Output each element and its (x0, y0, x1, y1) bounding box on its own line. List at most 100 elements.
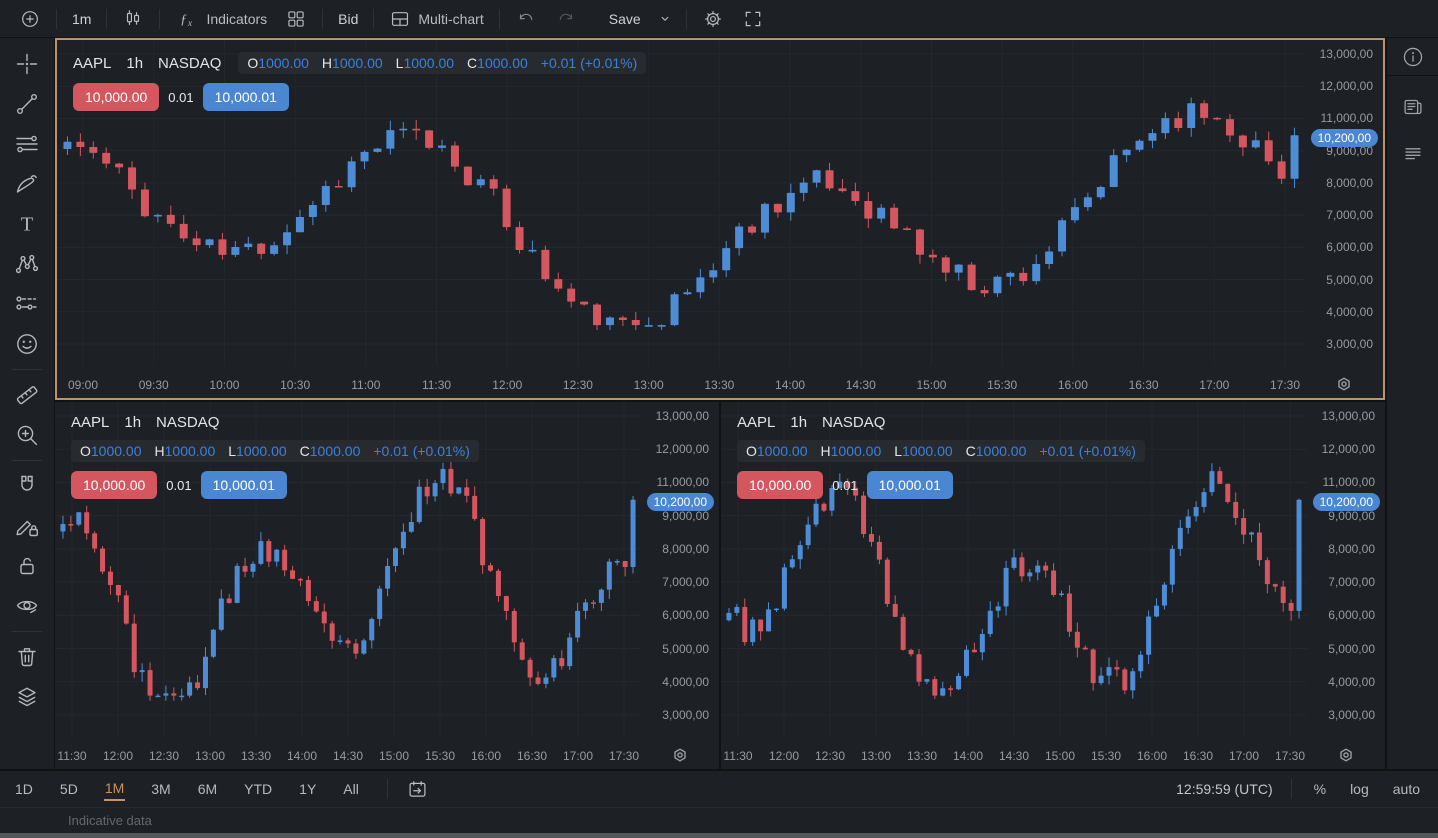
time-tick-label: 16:00 (1057, 378, 1088, 392)
redo-icon (559, 13, 572, 20)
bid-button[interactable]: Bid (329, 4, 367, 34)
emoji-tool[interactable] (0, 324, 54, 364)
indicator-templates-button[interactable] (276, 4, 316, 34)
toolbar-divider (685, 8, 687, 29)
symbol-label[interactable]: AAPL (737, 414, 776, 431)
time-tick-label: 16:30 (1182, 749, 1214, 763)
settings-button[interactable] (693, 4, 733, 34)
price-axis[interactable]: 13,000,00 12,000,00 11,000,00 9,000,00 8,000… (1305, 40, 1383, 370)
range-6m[interactable]: 6M (197, 780, 218, 797)
price-scale-settings-icon[interactable] (1336, 376, 1352, 397)
interval-button[interactable]: 1m (63, 4, 100, 34)
save-menu-button[interactable] (650, 4, 680, 34)
undo-button[interactable] (506, 4, 546, 34)
zoom-in-tool[interactable] (0, 415, 54, 455)
trend-line-tool[interactable] (0, 84, 54, 124)
save-button[interactable]: Save (600, 4, 650, 34)
add-symbol-button[interactable] (10, 4, 50, 34)
time-axis[interactable]: 11:30 12:00 12:30 13:00 13:30 14:00 14:30 15:00… (721, 741, 1385, 769)
news-panel-button[interactable] (1387, 84, 1438, 130)
fib-retracement-tool[interactable] (0, 124, 54, 164)
time-tick-label: 12:00 (768, 749, 800, 763)
forecast-tool[interactable] (0, 284, 54, 324)
ask-badge[interactable]: 10,000.01 (866, 471, 953, 499)
candle-plot[interactable] (57, 40, 1305, 370)
remove-drawings-icon (18, 648, 36, 667)
info-panel-button[interactable] (1387, 38, 1438, 76)
price-tick-label: 12,000,00 (1321, 442, 1375, 457)
interval-label[interactable]: 1h (790, 414, 808, 431)
brush-tool[interactable] (0, 164, 54, 204)
price-scale-settings-icon[interactable] (672, 747, 688, 768)
auto-scale-button[interactable]: auto (1392, 781, 1420, 797)
last-price-badge: 10,200,00 (1312, 492, 1380, 511)
price-tick-label: 7,000,00 (1326, 208, 1373, 223)
time-axis[interactable]: 09:00 09:30 10:00 10:30 11:00 11:30 12:00 12:30… (57, 370, 1383, 398)
brush-icon (16, 175, 37, 193)
multichart-label: Multi-chart (418, 10, 484, 27)
price-axis[interactable]: 13,000,00 12,000,00 11,000,00 9,000,00 8,000… (1307, 402, 1385, 741)
bid-badge[interactable]: 10,000.00 (737, 471, 824, 499)
xabcd-pattern-tool[interactable] (0, 244, 54, 284)
change-value: +0.01 (+0.01%) (373, 443, 470, 459)
log-scale-button[interactable]: log (1350, 781, 1369, 797)
indicative-data-label: Indicative data (68, 813, 152, 828)
percent-scale-button[interactable]: % (1313, 781, 1327, 797)
range-all[interactable]: All (343, 780, 359, 797)
candlestick-style-icon (127, 9, 140, 25)
magnet-icon (21, 475, 33, 491)
ohlc-value: L1000.00 (395, 55, 455, 71)
time-tick-label: 16:30 (1128, 378, 1159, 392)
text-tool[interactable]: T (0, 204, 54, 244)
range-1m[interactable]: 1M (103, 778, 126, 801)
magnet-tool[interactable] (0, 466, 54, 506)
crosshair-tool[interactable] (0, 44, 54, 84)
save-label: Save (608, 10, 641, 27)
last-price-badge: 10,200,00 (1310, 128, 1378, 147)
price-tick-label: 9,000,00 (1328, 508, 1375, 523)
chart-panel-bottom-left[interactable]: AAPL 1h NASDAQ O1000.00 H1000.00 L1000.00 C100… (55, 402, 719, 769)
ruler-tool[interactable] (0, 375, 54, 415)
range-1y[interactable]: 1Y (299, 780, 317, 797)
price-tick-label: 5,000,00 (662, 641, 709, 656)
symbol-label[interactable]: AAPL (71, 414, 110, 431)
price-scale-settings-icon[interactable] (1338, 747, 1354, 768)
chart-panel-bottom-right[interactable]: AAPL 1h NASDAQ O1000.00 H1000.00 L1000.00 C100… (721, 402, 1385, 769)
range-5d[interactable]: 5D (59, 780, 78, 797)
time-tick-label: 16:00 (1136, 749, 1168, 763)
remove-drawings-tool[interactable] (0, 637, 54, 677)
clock-utc[interactable]: 12:59:59 (UTC) (1176, 781, 1273, 797)
toolbar-divider (386, 779, 388, 799)
hide-all-drawings-tool[interactable] (0, 586, 54, 626)
info-icon (1403, 47, 1422, 66)
redo-button[interactable] (546, 4, 586, 34)
price-axis[interactable]: 13,000,00 12,000,00 11,000,00 9,000,00 8,000… (641, 402, 719, 741)
symbol-label[interactable]: AAPL (73, 54, 112, 72)
bid-badge[interactable]: 10,000.00 (73, 83, 160, 111)
object-tree-tool[interactable] (0, 677, 54, 717)
interval-label[interactable]: 1h (124, 414, 142, 431)
ohlc-pill: O1000.00 H1000.00 L1000.00 C1000.00 +0.01 (+… (71, 440, 479, 462)
time-axis[interactable]: 11:30 12:00 12:30 13:00 13:30 14:00 14:30 15:00… (55, 741, 719, 769)
ask-badge[interactable]: 10,000.01 (200, 471, 287, 499)
exchange-label: NASDAQ (156, 414, 220, 431)
ask-badge[interactable]: 10,000.01 (202, 83, 289, 111)
time-tick-label: 12:00 (492, 378, 523, 392)
interval-label[interactable]: 1h (126, 54, 144, 72)
range-3m[interactable]: 3M (151, 780, 171, 797)
bid-badge[interactable]: 10,000.00 (71, 471, 158, 499)
lock-all-drawings-tool[interactable] (0, 546, 54, 586)
multichart-button[interactable]: Multi-chart (380, 4, 492, 34)
fullscreen-button[interactable] (733, 4, 773, 34)
range-1d[interactable]: 1D (15, 780, 33, 797)
range-ytd[interactable]: YTD (244, 780, 273, 797)
chart-panel-main[interactable]: AAPL 1h NASDAQ O1000.00 H1000.00 L1000.00 C100… (55, 38, 1385, 400)
go-to-date-button[interactable] (402, 774, 433, 804)
details-panel-button[interactable] (1387, 130, 1438, 176)
time-tick-label: 15:30 (987, 378, 1018, 392)
drawing-mode-lock-tool[interactable] (0, 506, 54, 546)
chart-style-button[interactable] (113, 4, 153, 34)
fib-retracement-icon (16, 135, 38, 153)
